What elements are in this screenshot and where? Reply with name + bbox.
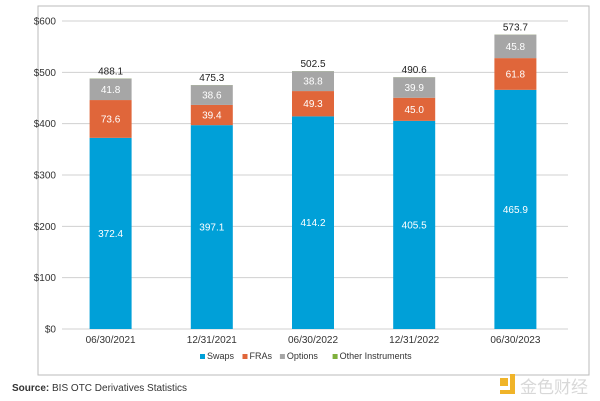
bar-segment-options	[393, 77, 436, 98]
data-label: 38.6	[202, 91, 222, 102]
data-label: 372.4	[98, 229, 123, 240]
bar-segment-swaps	[190, 125, 233, 329]
data-label: 465.9	[503, 205, 528, 216]
total-label: 573.7	[503, 23, 528, 34]
data-label: 49.3	[303, 99, 323, 110]
svg-text:金色财经: 金色财经	[520, 378, 588, 398]
legend-swatch	[279, 354, 285, 359]
data-label: 414.2	[300, 218, 325, 229]
x-tick-label: 12/31/2022	[389, 335, 439, 346]
data-label: 397.1	[199, 223, 224, 234]
total-label: 475.3	[199, 73, 224, 84]
watermark-logo: 金色财经	[500, 374, 588, 398]
y-tick-label: $0	[45, 325, 57, 336]
total-label: 488.1	[98, 66, 123, 77]
bar-segment-swaps	[89, 137, 132, 329]
bar-segment-fras	[89, 100, 132, 138]
total-label: 490.6	[402, 65, 427, 76]
bar-segment-fras	[190, 104, 233, 126]
data-label: 45.0	[404, 105, 424, 116]
data-label: 39.9	[404, 83, 424, 94]
legend-label: Other Instruments	[340, 351, 413, 361]
legend-label: Swaps	[207, 351, 235, 361]
source-label: Source:	[12, 383, 50, 394]
bar-segment-options	[292, 71, 334, 92]
legend-swatch	[200, 354, 205, 359]
data-label: 45.8	[506, 42, 526, 53]
total-label: 502.5	[300, 59, 325, 70]
source-note: Source: BIS OTC Derivatives Statistics	[12, 383, 187, 394]
bar-segment-options	[494, 34, 537, 59]
data-label: 405.5	[402, 220, 427, 231]
data-label: 39.4	[202, 111, 222, 122]
y-tick-label: $200	[34, 222, 57, 233]
y-tick-label: $500	[34, 68, 57, 79]
x-tick-label: 06/30/2021	[86, 335, 136, 346]
data-label: 38.8	[303, 77, 323, 88]
data-label: 61.8	[506, 69, 526, 80]
legend-label: FRAs	[250, 351, 273, 361]
bar-segment-swaps	[292, 116, 334, 329]
y-tick-label: $300	[34, 171, 57, 182]
y-tick-label: $600	[34, 17, 57, 28]
bar-segment-swaps	[494, 89, 537, 329]
bar-segment-fras	[292, 91, 334, 117]
bar-segment-options	[190, 85, 233, 105]
data-label: 73.6	[101, 114, 121, 125]
legend-swatch	[242, 354, 248, 359]
bar-segment-fras	[494, 58, 537, 90]
data-label: 41.8	[101, 85, 121, 96]
x-tick-label: 06/30/2023	[490, 335, 540, 346]
y-tick-label: $100	[34, 273, 57, 284]
bar-segment-options	[89, 78, 132, 101]
legend-swatch	[332, 354, 338, 359]
bar-segment-fras	[393, 97, 436, 121]
legend-label: Options	[287, 351, 319, 361]
y-tick-label: $400	[34, 119, 57, 130]
bar-segment-swaps	[393, 120, 436, 330]
source-text: BIS OTC Derivatives Statistics	[49, 383, 188, 394]
chart-border	[37, 5, 590, 376]
x-tick-label: 06/30/2022	[288, 335, 338, 346]
x-tick-label: 12/31/2021	[187, 335, 237, 346]
